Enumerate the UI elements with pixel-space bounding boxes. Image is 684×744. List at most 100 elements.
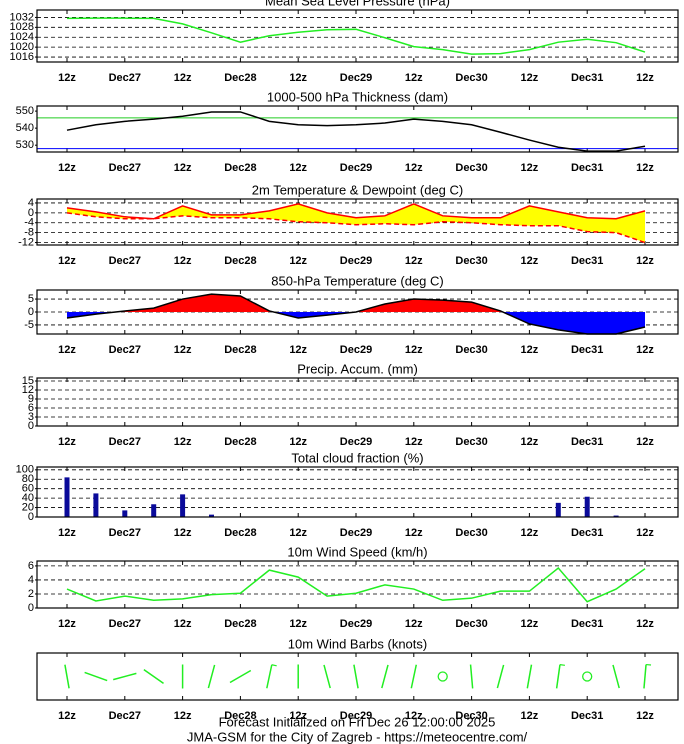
x-tick-label: Dec31 [571, 710, 603, 722]
y-tick-label: 60 [22, 483, 34, 495]
bar [93, 493, 99, 517]
y-tick-label: -4 [24, 217, 34, 229]
x-tick-label: Dec29 [340, 72, 372, 84]
y-tick-label: 80 [22, 473, 34, 485]
series-line [66, 212, 646, 244]
y-tick-label: 0 [28, 602, 34, 614]
barb-shaft [229, 669, 252, 684]
x-tick-label: Dec27 [109, 436, 141, 448]
barb-shaft [353, 664, 359, 689]
y-tick-label: 1024 [10, 31, 34, 43]
wind-barb [381, 664, 389, 689]
y-tick-label: 0 [28, 207, 34, 219]
y-tick-label: 550 [16, 105, 34, 117]
wind-barb [612, 664, 620, 689]
barb-shaft [410, 664, 418, 689]
x-tick-label: Dec27 [109, 72, 141, 84]
bar [151, 504, 157, 517]
x-tick-label: 12z [58, 436, 76, 448]
series-line [66, 203, 646, 220]
x-tick-label: 12z [58, 162, 76, 174]
x-tick-label: 12z [405, 72, 423, 84]
x-tick-label: Dec29 [340, 255, 372, 267]
x-tick-label: Dec31 [571, 344, 603, 356]
x-tick-label: 12z [174, 344, 192, 356]
x-tick-label: 12z [174, 436, 192, 448]
chart-title: Total cloud fraction (%) [291, 450, 423, 465]
x-tick-label: 12z [174, 527, 192, 539]
barb-shaft [526, 664, 533, 689]
plot-area [37, 561, 678, 608]
x-tick-label: Dec28 [224, 72, 256, 84]
x-tick-label: Dec27 [109, 527, 141, 539]
x-tick-label: Dec31 [571, 436, 603, 448]
plot-area [37, 106, 678, 152]
bar [555, 502, 561, 517]
bar [613, 515, 619, 517]
wind-barb [555, 664, 566, 689]
plot-frame [36, 377, 679, 427]
y-tick-label: 1020 [10, 41, 34, 53]
x-tick-label: Dec27 [109, 344, 141, 356]
x-tick-label: 12z [289, 436, 307, 448]
plot-frame [36, 560, 679, 609]
plot-area [37, 467, 678, 517]
x-tick-label: Dec29 [340, 710, 372, 722]
y-tick-label: 4 [28, 574, 34, 586]
series-line [66, 17, 646, 55]
footer-line: Forecast Initialized on Fri Dec 26 12:00… [219, 714, 496, 729]
y-tick-label: 4 [28, 197, 34, 209]
plot-area [37, 653, 678, 700]
x-tick-label: 12z [636, 344, 654, 356]
x-tick-label: Dec28 [224, 618, 256, 630]
bar [209, 514, 214, 517]
y-tick-label: 1028 [10, 21, 34, 33]
x-tick-label: Dec31 [571, 618, 603, 630]
wind-barb [643, 663, 652, 689]
x-tick-label: Dec27 [109, 710, 141, 722]
series-line [66, 111, 646, 152]
y-tick-label: 2 [28, 588, 34, 600]
plot-area [37, 378, 678, 426]
barb-shaft [64, 664, 70, 689]
chart-title: Mean Sea Level Pressure (hPa) [265, 0, 450, 8]
x-tick-label: 12z [405, 162, 423, 174]
barb-shaft [323, 664, 331, 689]
x-tick-label: 12z [521, 255, 539, 267]
x-tick-label: 12z [58, 255, 76, 267]
footer-line: JMA-GSM for the City of Zagreb - https:/… [187, 729, 528, 744]
plot-frame [36, 105, 679, 153]
y-tick-label: -12 [18, 236, 34, 248]
x-tick-label: 12z [521, 436, 539, 448]
x-tick-label: Dec27 [109, 162, 141, 174]
barb-shaft [113, 672, 137, 681]
x-tick-label: 12z [289, 255, 307, 267]
wind-barb [266, 664, 277, 689]
calm-circle [437, 671, 448, 682]
x-tick-label: 12z [58, 618, 76, 630]
x-tick-label: 12z [174, 255, 192, 267]
area-fill [67, 294, 645, 312]
y-tick-label: 6 [28, 560, 34, 572]
x-tick-label: 12z [405, 344, 423, 356]
x-tick-label: Dec30 [455, 710, 487, 722]
x-tick-label: Dec30 [455, 255, 487, 267]
x-tick-label: Dec31 [571, 72, 603, 84]
x-tick-label: Dec30 [455, 436, 487, 448]
x-tick-label: Dec31 [571, 255, 603, 267]
x-tick-label: Dec28 [224, 710, 256, 722]
x-tick-label: 12z [521, 527, 539, 539]
y-tick-label: 12 [22, 384, 34, 396]
wind-barb [229, 669, 252, 684]
plot-frame [36, 9, 679, 63]
plot-frame [36, 289, 679, 335]
x-tick-label: 12z [289, 618, 307, 630]
x-tick-label: 12z [58, 527, 76, 539]
barb-tick [271, 664, 277, 667]
x-tick-label: 12z [521, 344, 539, 356]
fill-between [67, 203, 645, 243]
x-tick-label: Dec30 [455, 344, 487, 356]
x-tick-label: 12z [636, 710, 654, 722]
barb-shaft [381, 664, 389, 689]
